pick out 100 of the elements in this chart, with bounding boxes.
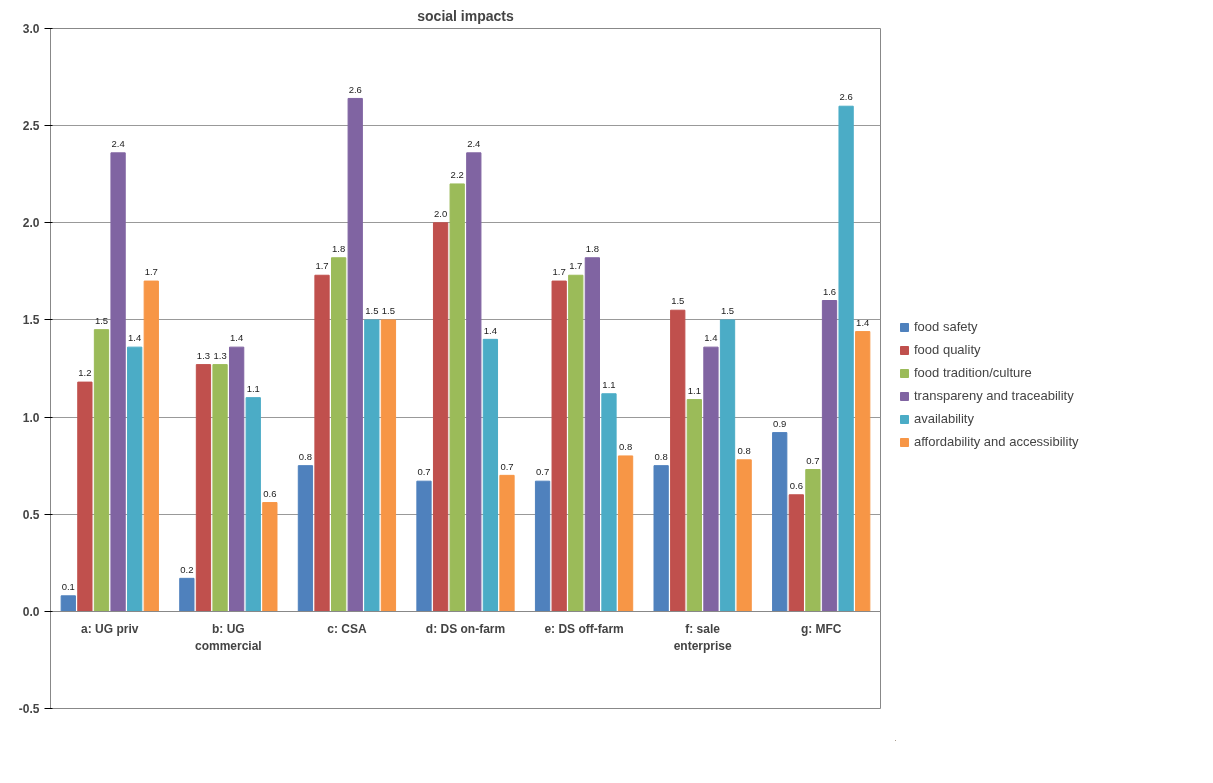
bar — [416, 480, 432, 612]
data-label: 1.1 — [602, 378, 616, 390]
data-label: 1.3 — [196, 349, 211, 361]
bar — [195, 364, 212, 612]
bar — [110, 152, 126, 612]
data-label: 2.2 — [450, 169, 464, 181]
legend-label: availability — [914, 411, 974, 426]
legend-label: affordability and accessibility — [914, 434, 1079, 449]
bar — [347, 97, 363, 612]
data-label: 1.4 — [856, 316, 870, 328]
data-label: 0.6 — [263, 487, 277, 499]
bar — [601, 393, 617, 612]
bar — [788, 494, 804, 612]
data-label: 1.7 — [144, 266, 158, 278]
data-label: 2.6 — [348, 83, 362, 95]
bar — [653, 465, 669, 612]
bar — [127, 346, 143, 612]
bar — [380, 319, 397, 612]
data-label: 1.5 — [94, 314, 109, 326]
data-label: 2.0 — [434, 207, 448, 219]
bar — [262, 502, 278, 612]
legend-label: transpareny and traceability — [914, 388, 1074, 403]
legend-label: food safety — [914, 319, 978, 334]
data-label: 0.7 — [806, 454, 820, 466]
bar — [245, 397, 261, 612]
data-label: 1.4 — [128, 332, 142, 344]
y-tick-label: -0.5 — [18, 702, 40, 716]
data-label: 1.4 — [704, 332, 718, 344]
data-label: 1.8 — [332, 242, 346, 254]
bar — [686, 399, 702, 612]
bar — [364, 319, 380, 612]
data-label: 0.8 — [654, 450, 668, 462]
data-label: 1.2 — [78, 367, 92, 379]
x-tick-label: e: DS off-farm — [544, 622, 624, 637]
data-label: 1.7 — [315, 260, 329, 272]
bar — [314, 274, 330, 612]
data-label: 0.8 — [298, 450, 313, 462]
bar — [855, 331, 871, 612]
chart-title: social impacts — [417, 7, 514, 24]
bar — [551, 280, 567, 612]
bar — [617, 455, 634, 612]
data-label: 0.8 — [737, 444, 751, 456]
bar — [772, 432, 788, 612]
data-label: 1.8 — [585, 242, 599, 254]
bar — [179, 577, 195, 612]
x-tick-label: b: UG commercial — [195, 622, 262, 654]
x-tick-label: a: UG priv — [81, 622, 139, 637]
bar — [212, 364, 228, 612]
data-label: 0.6 — [789, 479, 803, 491]
y-tick-label: 1.0 — [22, 410, 40, 425]
bar — [466, 152, 482, 612]
bar — [736, 459, 752, 612]
data-label: 0.7 — [417, 466, 431, 478]
bar — [703, 346, 719, 612]
data-label: 1.4 — [230, 332, 244, 344]
y-tick-label: 2.5 — [22, 119, 40, 134]
bar — [821, 300, 838, 612]
x-tick-label: f: sale enterprise — [673, 622, 732, 654]
data-label: 0.2 — [180, 563, 194, 575]
data-label: 1.6 — [822, 285, 837, 297]
data-label: 1.5 — [381, 305, 396, 317]
data-label: 2.6 — [839, 91, 853, 103]
bar — [330, 257, 347, 612]
bar — [482, 338, 499, 612]
bar — [93, 329, 110, 612]
bar — [60, 595, 76, 612]
data-label: 1.4 — [483, 324, 498, 336]
bar — [534, 480, 551, 612]
x-tick-label: g: MFC — [800, 622, 842, 637]
data-label: 1.3 — [213, 349, 227, 361]
y-tick-label: 0.5 — [22, 507, 40, 522]
data-label: 2.4 — [467, 138, 481, 150]
data-label: 1.7 — [552, 266, 566, 278]
x-tick-label: c: CSA — [327, 622, 367, 637]
data-label: 1.7 — [569, 260, 583, 272]
data-label: 0.8 — [618, 441, 633, 453]
bar — [719, 319, 736, 612]
y-tick-label: 3.0 — [22, 22, 40, 36]
bar — [432, 222, 449, 612]
data-label: 0.1 — [61, 580, 75, 592]
bar — [499, 474, 515, 612]
legend-label: food tradition/culture — [914, 365, 1032, 380]
bar — [805, 469, 821, 612]
data-label: 1.1 — [687, 384, 701, 396]
data-label: 2.4 — [111, 138, 125, 150]
bar — [297, 465, 314, 612]
y-tick-label: 1.5 — [22, 313, 40, 328]
bar — [584, 257, 601, 612]
bar — [229, 346, 245, 612]
bar — [449, 183, 465, 612]
y-tick-label: 0.0 — [22, 604, 40, 619]
x-tick-label: d: DS on-farm — [425, 622, 506, 637]
bar — [77, 381, 93, 612]
bar — [568, 274, 584, 612]
bar — [838, 105, 854, 612]
data-label: 0.9 — [773, 417, 787, 429]
data-label: 1.5 — [365, 305, 379, 317]
data-label: 0.7 — [500, 460, 514, 472]
bar — [143, 280, 159, 612]
legend-label: food quality — [914, 342, 981, 357]
